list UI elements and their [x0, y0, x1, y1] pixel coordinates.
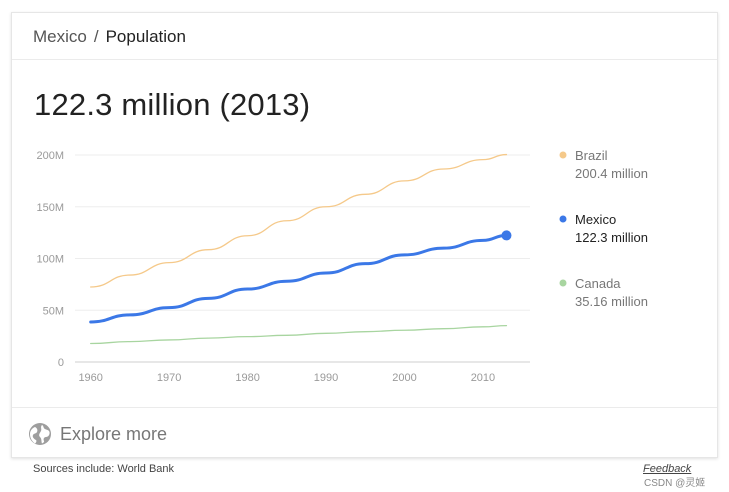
y-tick-label: 200M — [36, 150, 64, 162]
watermark-text: CSDN @灵姬 — [644, 478, 706, 489]
feedback-link[interactable]: Feedback — [643, 463, 692, 475]
legend-name-canada[interactable]: Canada — [575, 276, 621, 291]
series-line-mexico — [89, 233, 508, 324]
x-tick-label: 2000 — [392, 372, 416, 384]
headline-value: 122.3 million (2013) — [34, 87, 311, 122]
legend-value-brazil: 200.4 million — [575, 166, 648, 181]
series-line-brazil — [90, 153, 508, 288]
header-divider — [12, 59, 717, 60]
y-tick-label: 50M — [43, 305, 64, 317]
x-tick-label: 2010 — [471, 372, 495, 384]
legend-name-mexico[interactable]: Mexico — [575, 212, 616, 227]
population-card: Mexico / Population 122.3 million (2013) E… — [11, 12, 718, 458]
legend-dot-canada — [559, 279, 567, 287]
explore-more-label: Explore more — [60, 423, 168, 444]
x-tick-label: 1970 — [157, 372, 181, 384]
legend-name-brazil[interactable]: Brazil — [575, 148, 608, 163]
series-endpoint-mexico[interactable] — [501, 230, 512, 241]
sources-text: Sources include: World Bank — [33, 463, 175, 475]
y-tick-label: 100M — [36, 254, 64, 266]
breadcrumb-separator: / — [93, 27, 99, 46]
globe-icon — [29, 423, 51, 445]
explore-more-button[interactable]: Explore more — [28, 419, 167, 449]
breadcrumb-country[interactable]: Mexico — [33, 27, 87, 46]
x-tick-label: 1960 — [78, 372, 102, 384]
legend-dot-brazil — [559, 151, 567, 159]
y-tick-label: 0 — [58, 357, 64, 369]
x-tick-label: 1990 — [314, 372, 338, 384]
y-tick-label: 150M — [36, 202, 64, 214]
x-tick-label: 1980 — [235, 372, 259, 384]
breadcrumb-topic: Population — [105, 27, 186, 46]
breadcrumb: Mexico / Population — [33, 27, 186, 47]
legend-value-mexico: 122.3 million — [575, 230, 648, 245]
legend-dot-mexico — [559, 215, 567, 223]
series-line-canada — [90, 324, 508, 345]
footer-divider — [12, 407, 717, 408]
legend-value-canada: 35.16 million — [575, 294, 648, 309]
